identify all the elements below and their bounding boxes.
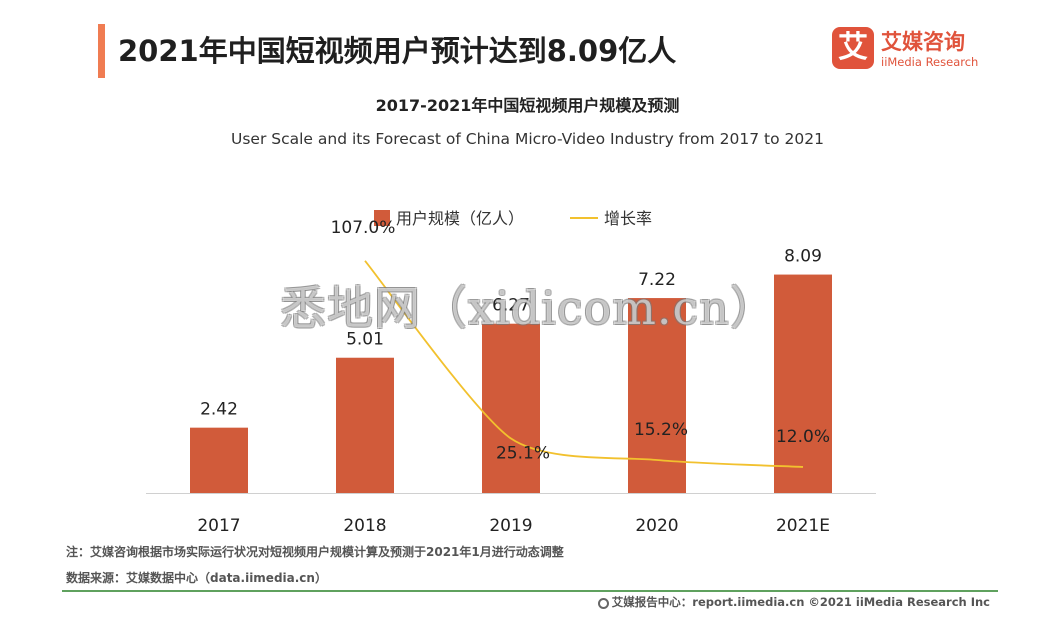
footnote-note: 注：艾媒咨询根据市场实际运行状况对短视频用户规模计算及预测于2021年1月进行动… bbox=[66, 545, 564, 559]
legend-label-line: 增长率 bbox=[604, 209, 652, 228]
bar-value-label: 5.01 bbox=[346, 330, 384, 350]
brand-mark-icon: 艾 bbox=[832, 27, 874, 69]
bar-2018 bbox=[336, 357, 394, 493]
title-accent-bar bbox=[98, 24, 105, 78]
bar-value-label: 6.27 bbox=[492, 296, 530, 316]
report-center-icon bbox=[597, 598, 609, 609]
x-tick-label: 2017 bbox=[197, 516, 240, 536]
x-tick-label: 2019 bbox=[489, 516, 532, 536]
growth-rate-label: 15.2% bbox=[634, 420, 688, 440]
footnote-source: 数据来源：艾媒数据中心（data.iimedia.cn） bbox=[66, 571, 327, 585]
x-tick-label: 2018 bbox=[343, 516, 386, 536]
bar-2017 bbox=[190, 427, 248, 493]
brand-name-cn: 艾媒咨询 bbox=[881, 30, 965, 54]
bar-value-label: 7.22 bbox=[638, 270, 676, 290]
x-tick-label: 2021E bbox=[776, 516, 830, 536]
x-tick-label: 2020 bbox=[635, 516, 678, 536]
bar-value-label: 8.09 bbox=[784, 247, 822, 267]
footer-text: 艾媒报告中心：report.iimedia.cn ©2021 iiMedia R… bbox=[611, 595, 990, 609]
growth-rate-label: 107.0% bbox=[331, 218, 396, 238]
watermark: 悉地网（xidicom.cn） bbox=[280, 281, 777, 335]
bar-2019 bbox=[482, 323, 540, 493]
growth-rate-label: 25.1% bbox=[496, 444, 550, 464]
chart-title: 2017-2021年中国短视频用户规模及预测 bbox=[375, 96, 680, 115]
legend-swatch-bars bbox=[374, 210, 390, 226]
footer-credit: 艾媒报告中心：report.iimedia.cn ©2021 iiMedia R… bbox=[597, 594, 990, 610]
page-title: 2021年中国短视频用户预计达到8.09亿人 bbox=[118, 34, 677, 68]
brand-logo: 艾 艾媒咨询 iiMedia Research bbox=[832, 27, 992, 75]
chart-subtitle: User Scale and its Forecast of China Mic… bbox=[231, 130, 824, 148]
bar-value-label: 2.42 bbox=[200, 400, 238, 420]
growth-rate-line bbox=[364, 260, 804, 468]
brand-name-en: iiMedia Research bbox=[881, 55, 979, 69]
bar-2021E bbox=[774, 274, 832, 493]
footer-divider bbox=[62, 590, 998, 592]
legend-label-bars: 用户规模（亿人） bbox=[396, 209, 524, 228]
growth-rate-label: 12.0% bbox=[776, 427, 830, 447]
